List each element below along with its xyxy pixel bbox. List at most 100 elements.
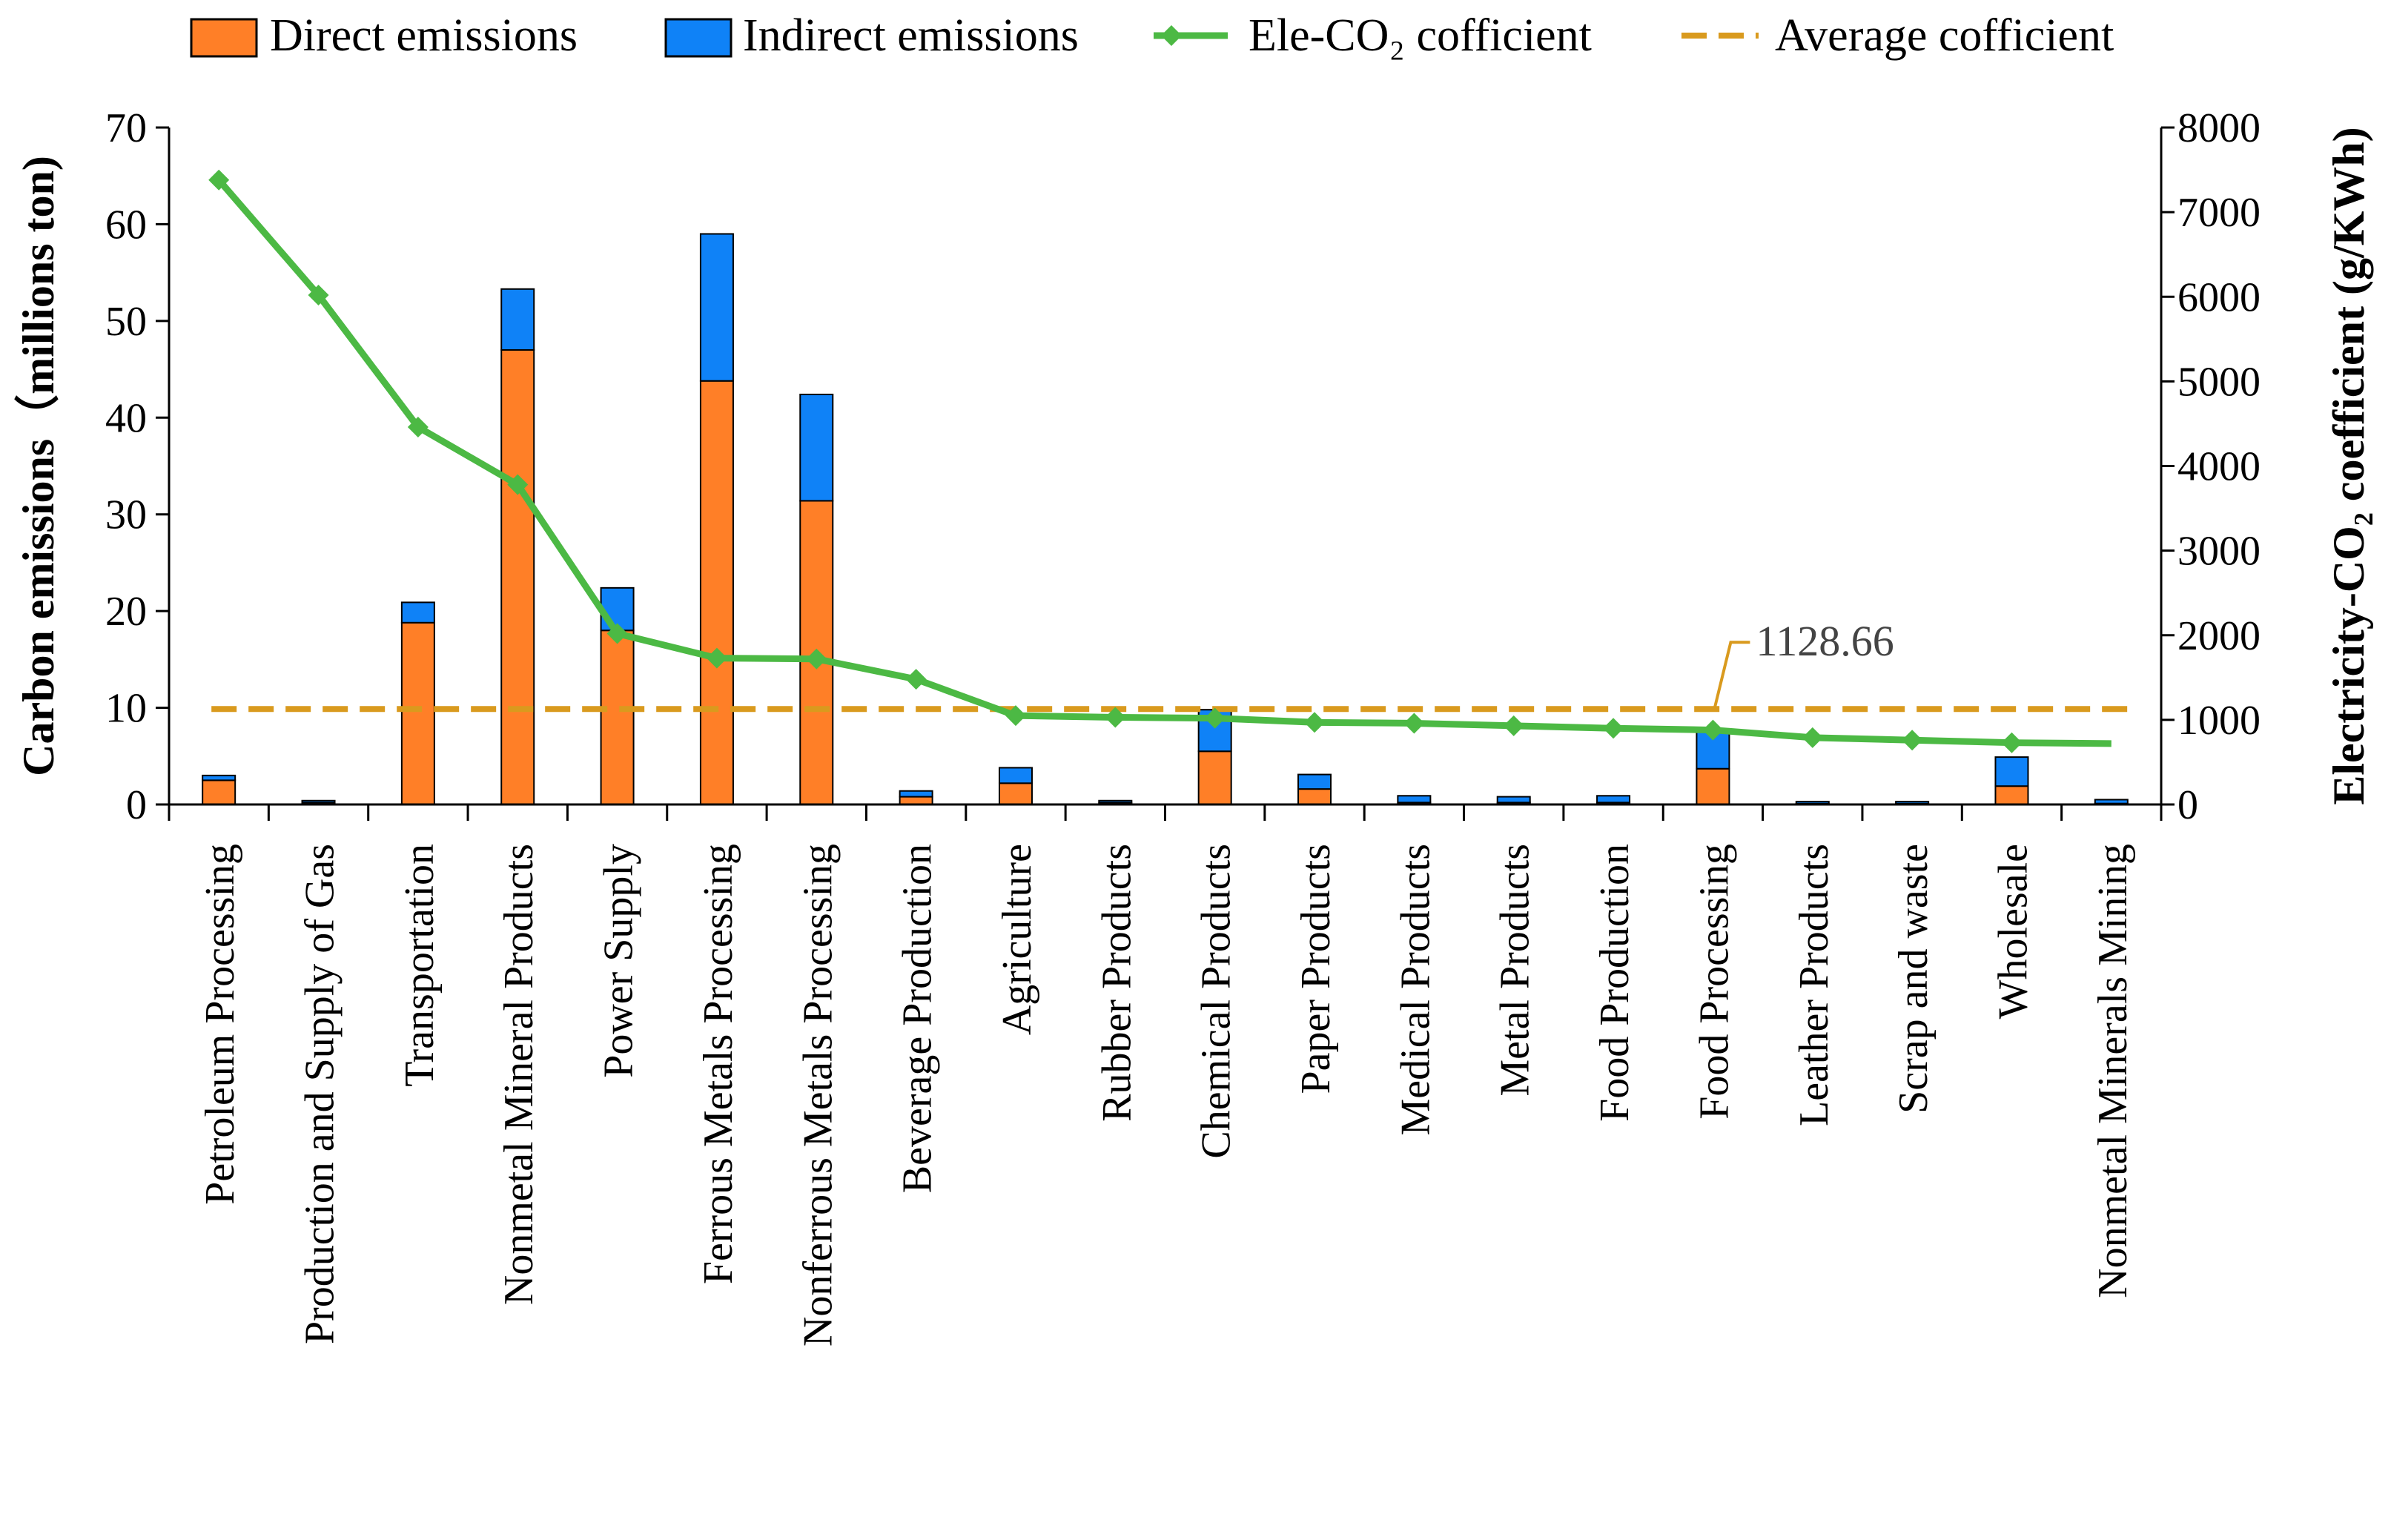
category-label: Power Supply: [596, 844, 642, 1078]
y2-axis-title: Electricity-CO₂ coefficient (g/KWh): [2324, 127, 2373, 804]
bar-indirect: [1795, 801, 1830, 804]
bar-direct: [400, 621, 435, 806]
category-label: Metal Products: [1492, 844, 1538, 1097]
left-tick-label: 50: [105, 299, 147, 345]
coefficient-point: [706, 647, 727, 669]
right-tick-label: 0: [2177, 782, 2198, 828]
bar-direct: [998, 782, 1033, 805]
bar-direct: [1297, 788, 1332, 806]
category-label: Food Processing: [1691, 844, 1737, 1120]
category-label: Wholesale: [1990, 844, 2036, 1019]
coefficient-line: [208, 169, 2111, 753]
legend-label-indirect: Indirect emissions: [743, 10, 1079, 61]
category-label: Nonferrous Metals Processing: [795, 844, 841, 1346]
coefficient-point: [1005, 705, 1026, 727]
annotation: 1128.66: [1713, 617, 1894, 710]
bar-indirect: [998, 767, 1033, 784]
category-label: Nonmetal Mineral Products: [496, 844, 542, 1305]
coefficient-point: [208, 169, 230, 191]
category-label: Scrap and waste: [1891, 844, 1937, 1114]
coefficient-point: [407, 417, 429, 438]
category-label: Nonmetal Minerals Mining: [2090, 844, 2136, 1298]
annotation-leader: [1713, 641, 1750, 710]
right-tick-label: 5000: [2177, 359, 2261, 405]
bar-direct: [202, 779, 237, 805]
right-tick-label: 7000: [2177, 190, 2261, 236]
bar-direct: [500, 348, 535, 805]
coefficient-point: [1204, 707, 1226, 729]
category-label: Ferrous Metals Processing: [695, 844, 741, 1284]
bar-indirect: [1994, 756, 2029, 787]
axes: 0 10 20 30 40 50 60 70 0 1000 2000 3000 4000 5000 6000…: [13, 105, 2373, 1346]
category-label: Medical Products: [1392, 844, 1438, 1135]
legend-label-direct: Direct emissions: [270, 10, 578, 61]
coefficient-point: [806, 648, 827, 670]
category-label: Beverage Production: [895, 844, 941, 1193]
right-tick-label: 6000: [2177, 274, 2261, 320]
bar-indirect: [500, 288, 535, 351]
coefficient-point: [1304, 712, 1326, 733]
coefficient-point: [1603, 718, 1624, 739]
bar-indirect: [202, 774, 237, 781]
legend: Direct emissions Indirect emissions Ele-CO…: [190, 10, 2114, 61]
bar-direct: [899, 796, 933, 805]
legend-label-average: Average cofficient: [1775, 10, 2114, 61]
bar-indirect: [1895, 801, 1930, 804]
coefficient-point: [1802, 727, 1823, 748]
coefficient-point: [308, 284, 329, 305]
legend-swatch-direct: [190, 18, 258, 58]
legend-swatch-indirect: [664, 18, 732, 58]
left-tick-label: 0: [126, 782, 147, 828]
right-tick-label: 2000: [2177, 613, 2261, 659]
coefficient-point: [1902, 730, 1923, 751]
bar-indirect: [699, 233, 734, 382]
category-label: Production and Supply of Gas: [297, 844, 343, 1344]
bar-indirect: [799, 393, 834, 502]
category-label: Paper Products: [1293, 844, 1339, 1094]
coefficient-point: [507, 474, 529, 495]
left-tick-label: 70: [105, 105, 147, 151]
coefficient-point: [1702, 719, 1724, 741]
ele-co2-cofficient-line: [216, 177, 2111, 747]
right-tick-label: 8000: [2177, 105, 2261, 151]
coefficient-point: [606, 623, 628, 644]
left-tick-label: 30: [105, 492, 147, 538]
bar-direct: [1994, 785, 2029, 806]
coefficient-point: [905, 669, 927, 690]
bar-direct: [1197, 750, 1232, 805]
right-tick-label: 3000: [2177, 529, 2261, 575]
right-tick-label: 4000: [2177, 444, 2261, 490]
bar-indirect: [301, 799, 336, 804]
bar-indirect: [1596, 795, 1631, 804]
coefficient-point: [1105, 707, 1126, 728]
bar-indirect: [2094, 799, 2129, 804]
category-label: Agriculture: [994, 844, 1040, 1035]
bar-indirect: [1397, 795, 1432, 804]
category-label: Food Production: [1592, 844, 1638, 1122]
bars: [202, 233, 2129, 806]
coefficient-point: [1503, 715, 1524, 736]
right-tick-label: 1000: [2177, 698, 2261, 744]
bar-indirect: [1496, 796, 1531, 804]
category-label: Transportation: [397, 844, 443, 1087]
bar-direct: [699, 380, 734, 805]
legend-label-coefficient: Ele-CO₂ cofficient: [1249, 10, 1592, 61]
bar-direct: [1696, 767, 1730, 806]
bar-indirect: [1098, 799, 1133, 804]
category-label: Petroleum Processing: [197, 844, 243, 1205]
category-label: Chemical Products: [1194, 844, 1240, 1159]
left-tick-label: 20: [105, 589, 147, 635]
coefficient-point: [1403, 713, 1425, 734]
bar-indirect: [899, 790, 933, 798]
left-tick-label: 40: [105, 395, 147, 441]
bar-indirect: [400, 601, 435, 624]
legend-marker-coefficient: [1161, 25, 1182, 46]
left-tick-label: 60: [105, 202, 147, 248]
bar-indirect: [1297, 773, 1332, 790]
category-label: Leather Products: [1791, 844, 1837, 1126]
coefficient-point: [2001, 732, 2023, 753]
category-label: Rubber Products: [1094, 844, 1140, 1122]
y-axis-title: Carbon emissions（millions ton): [13, 156, 63, 776]
